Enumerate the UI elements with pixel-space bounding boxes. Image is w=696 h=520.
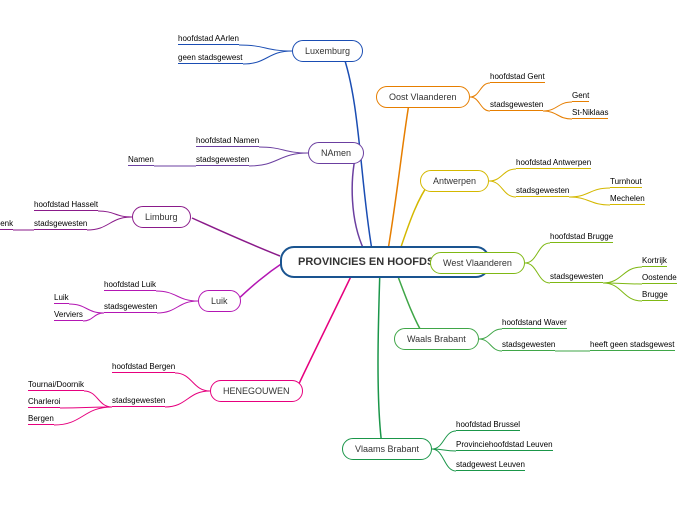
branch-oost: Oost Vlaanderen (376, 86, 470, 108)
sub-luik-1: stadsgewesten (104, 302, 157, 313)
branch-henegouwen: HENEGOUWEN (210, 380, 303, 402)
branch-antwerpen: Antwerpen (420, 170, 489, 192)
leaf-oost-1-0: Gent (572, 91, 589, 102)
leaf-west-1-2: Brugge (642, 290, 668, 301)
branch-west: West Vlaanderen (430, 252, 525, 274)
leaf-west-1-0: Kortrijk (642, 256, 667, 267)
branch-luik: Luik (198, 290, 241, 312)
sub-west-0: hoofdstad Brugge (550, 232, 613, 243)
branch-waals: Waals Brabant (394, 328, 479, 350)
sub-antwerpen-0: hoofdstad Antwerpen (516, 158, 591, 169)
sub-vlaams-0: hoofdstad Brussel (456, 420, 520, 431)
sub-oost-0: hoofdstad Gent (490, 72, 545, 83)
leaf-limburg-1-0: Genk (0, 219, 13, 230)
sub-luxemburg-0: hoofdstad AArlen (178, 34, 239, 45)
leaf-henegouwen-1-1: Charleroi (28, 397, 60, 408)
sub-luik-0: hoofdstad Luik (104, 280, 156, 291)
branch-vlaams: Vlaams Brabant (342, 438, 432, 460)
leaf-luik-1-1: Verviers (54, 310, 83, 321)
sub-waals-1: stadsgewesten (502, 340, 555, 351)
sub-henegouwen-1: stadsgewesten (112, 396, 165, 407)
sub-waals-0: hoofdstand Waver (502, 318, 567, 329)
branch-limburg: Limburg (132, 206, 191, 228)
leaf-antwerpen-1-1: Mechelen (610, 194, 645, 205)
leaf-namen-1-0: Namen (128, 155, 154, 166)
leaf-west-1-1: Oostende (642, 273, 677, 284)
leaf-oost-1-1: St-Niklaas (572, 108, 608, 119)
sub-namen-0: hoofdstad Namen (196, 136, 259, 147)
sub-antwerpen-1: stadsgewesten (516, 186, 569, 197)
branch-namen: NAmen (308, 142, 364, 164)
sub-namen-1: stadsgewesten (196, 155, 249, 166)
sub-west-1: stadsgewesten (550, 272, 603, 283)
sub-vlaams-1: Provinciehoofdstad Leuven (456, 440, 553, 451)
leaf-waals-1-0: heeft geen stadsgewest (590, 340, 675, 351)
sub-henegouwen-0: hoofdstad Bergen (112, 362, 175, 373)
sub-limburg-1: stadsgewesten (34, 219, 87, 230)
sub-vlaams-2: stadgewest Leuven (456, 460, 525, 471)
sub-oost-1: stadsgewesten (490, 100, 543, 111)
sub-limburg-0: hoofdstad Hasselt (34, 200, 98, 211)
leaf-luik-1-0: Luik (54, 293, 69, 304)
leaf-henegouwen-1-2: Bergen (28, 414, 54, 425)
leaf-henegouwen-1-0: Tournai/Doornik (28, 380, 84, 391)
sub-luxemburg-1: geen stadsgewest (178, 53, 243, 64)
branch-luxemburg: Luxemburg (292, 40, 363, 62)
leaf-antwerpen-1-0: Turnhout (610, 177, 642, 188)
